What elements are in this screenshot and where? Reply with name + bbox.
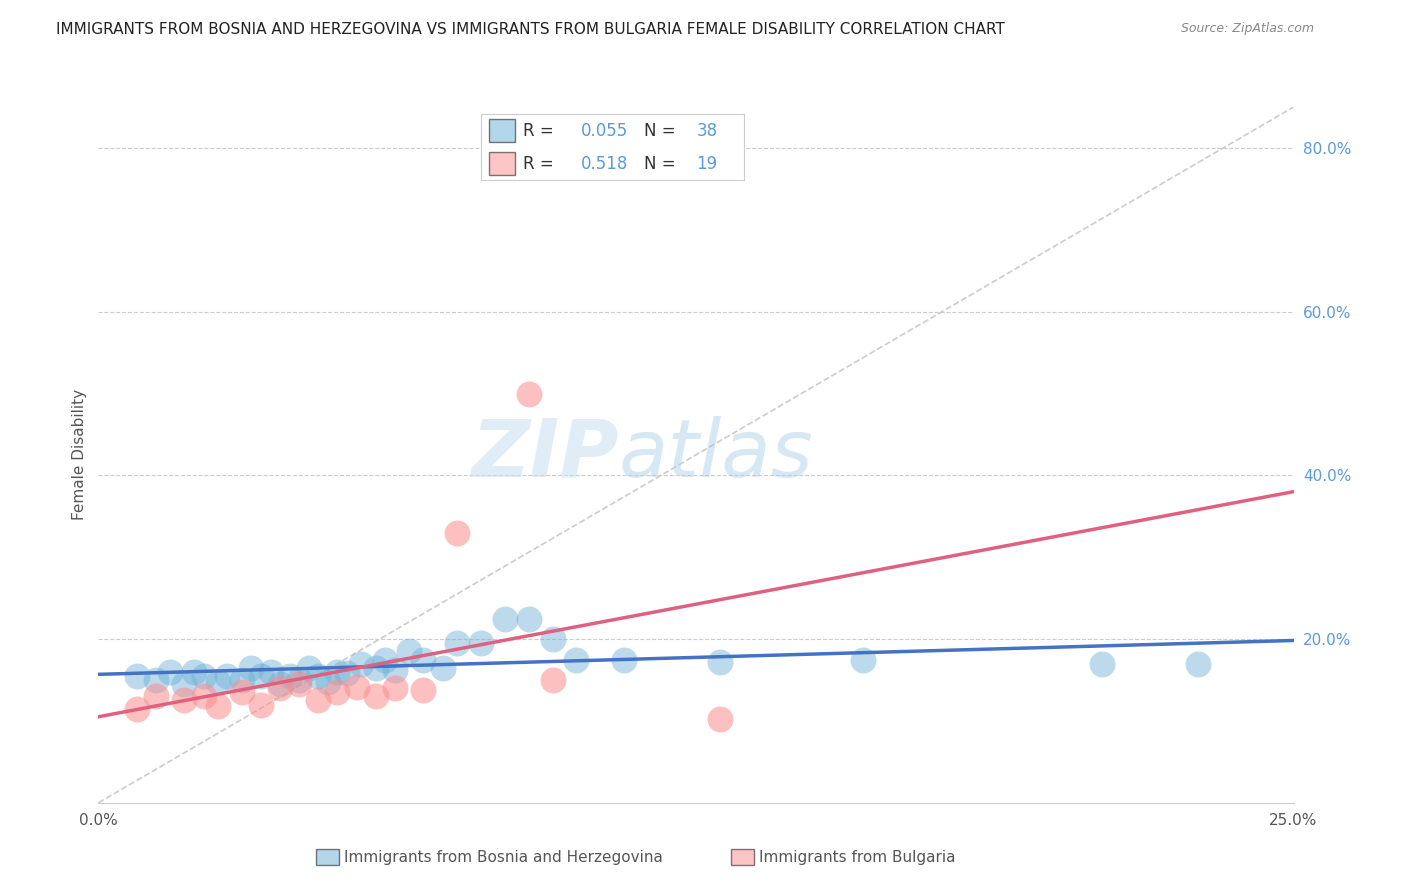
- Point: [432, 661, 454, 675]
- Point: [350, 657, 373, 671]
- Point: [384, 681, 406, 696]
- Point: [231, 673, 253, 687]
- Point: [207, 699, 229, 714]
- Point: [173, 693, 195, 707]
- Point: [541, 673, 564, 687]
- Point: [145, 673, 167, 687]
- Point: [307, 669, 329, 683]
- Point: [159, 665, 181, 679]
- Text: Immigrants from Bulgaria: Immigrants from Bulgaria: [759, 850, 956, 864]
- Point: [217, 669, 239, 683]
- Point: [336, 666, 359, 681]
- Point: [288, 677, 311, 691]
- Point: [193, 690, 215, 704]
- Point: [412, 682, 434, 697]
- Point: [259, 665, 281, 679]
- Point: [183, 665, 205, 679]
- Point: [1091, 657, 1114, 671]
- Point: [374, 652, 396, 666]
- Point: [446, 636, 468, 650]
- Point: [398, 644, 420, 658]
- Point: [125, 669, 148, 683]
- Point: [231, 685, 253, 699]
- Text: ZIP: ZIP: [471, 416, 619, 494]
- Point: [173, 677, 195, 691]
- Point: [298, 661, 321, 675]
- Point: [613, 652, 636, 666]
- Point: [269, 681, 291, 696]
- Point: [346, 680, 368, 694]
- Text: IMMIGRANTS FROM BOSNIA AND HERZEGOVINA VS IMMIGRANTS FROM BULGARIA FEMALE DISABI: IMMIGRANTS FROM BOSNIA AND HERZEGOVINA V…: [56, 22, 1005, 37]
- Text: Immigrants from Bosnia and Herzegovina: Immigrants from Bosnia and Herzegovina: [344, 850, 664, 864]
- Point: [326, 665, 349, 679]
- Point: [541, 632, 564, 646]
- Point: [288, 673, 311, 687]
- Point: [307, 693, 329, 707]
- Y-axis label: Female Disability: Female Disability: [72, 389, 87, 521]
- Point: [193, 669, 215, 683]
- Point: [326, 685, 349, 699]
- Point: [125, 701, 148, 715]
- Point: [364, 661, 387, 675]
- Text: Source: ZipAtlas.com: Source: ZipAtlas.com: [1181, 22, 1315, 36]
- Point: [565, 652, 588, 666]
- Point: [250, 669, 273, 683]
- Point: [709, 655, 731, 669]
- Point: [207, 674, 229, 689]
- Point: [384, 663, 406, 677]
- Point: [494, 612, 516, 626]
- Point: [709, 712, 731, 726]
- Point: [446, 525, 468, 540]
- Point: [412, 652, 434, 666]
- Point: [278, 669, 301, 683]
- Point: [364, 690, 387, 704]
- Point: [250, 698, 273, 712]
- Point: [517, 612, 540, 626]
- Point: [145, 690, 167, 704]
- Point: [1187, 657, 1209, 671]
- Point: [517, 386, 540, 401]
- Point: [470, 636, 492, 650]
- Point: [316, 674, 339, 689]
- Point: [240, 661, 263, 675]
- Point: [269, 677, 291, 691]
- Point: [852, 652, 875, 666]
- Text: atlas: atlas: [619, 416, 813, 494]
